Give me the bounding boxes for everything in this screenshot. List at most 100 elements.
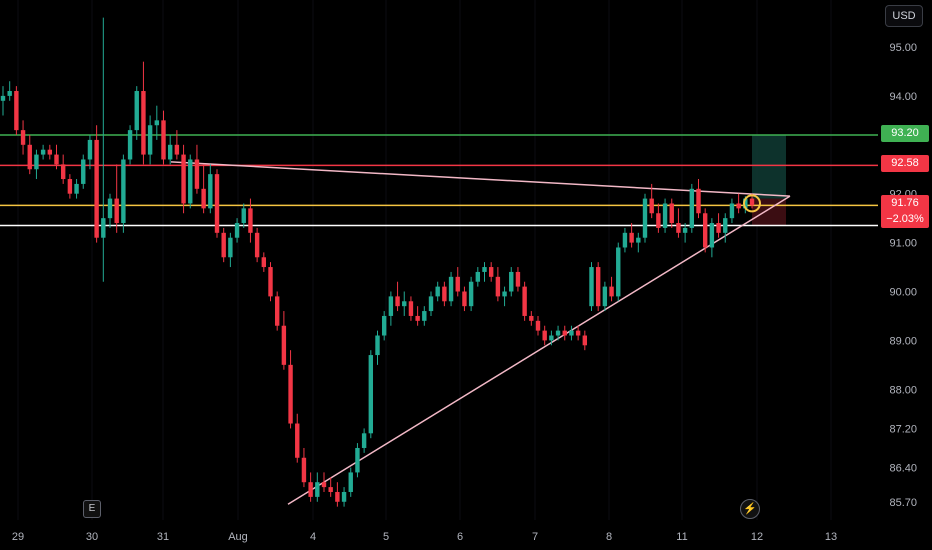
- candle-body: [723, 218, 728, 233]
- candle: [736, 193, 741, 214]
- candle: [241, 203, 246, 228]
- candle: [549, 330, 554, 346]
- candle: [228, 232, 233, 268]
- candle-body: [455, 276, 460, 292]
- candle-body: [375, 335, 380, 356]
- candle: [281, 311, 287, 370]
- candle-body: [569, 330, 574, 336]
- candle: [114, 164, 119, 233]
- candle-body: [254, 232, 260, 258]
- candle: [629, 223, 634, 248]
- candle-body: [27, 144, 32, 170]
- candle-body: [502, 291, 507, 297]
- candle-body: [181, 154, 186, 204]
- candle-body: [0, 95, 6, 101]
- candle: [422, 306, 427, 326]
- candle-body: [662, 203, 668, 228]
- candle-body: [736, 203, 741, 209]
- candle: [569, 325, 574, 341]
- price-tag-red-line: 92.58: [881, 155, 929, 172]
- lower-trendline: [287, 195, 791, 505]
- candle-body: [589, 267, 594, 307]
- currency-button[interactable]: USD: [885, 5, 923, 27]
- candle-body: [575, 330, 581, 336]
- candle-body: [167, 144, 173, 160]
- candle: [488, 262, 494, 282]
- time-axis[interactable]: 29 30 31 Aug 4 5 6 7 8 11 12 13: [12, 531, 837, 543]
- candle-body: [408, 301, 414, 316]
- candle: [328, 477, 333, 497]
- trendlines[interactable]: [170, 161, 791, 505]
- candle-body: [656, 213, 661, 228]
- candle: [20, 120, 26, 155]
- candle: [723, 213, 728, 243]
- candle: [261, 252, 267, 272]
- candle: [509, 267, 514, 297]
- candle-body: [214, 174, 220, 233]
- candle: [729, 198, 735, 224]
- candle-body: [74, 183, 79, 194]
- candle-body: [301, 457, 307, 483]
- candle: [87, 135, 93, 170]
- candle: [562, 325, 567, 341]
- candle-body: [161, 120, 166, 160]
- candle-body: [194, 159, 200, 189]
- candle: [402, 291, 407, 316]
- time-axis-label: 5: [383, 531, 389, 543]
- candle: [582, 330, 588, 351]
- candle-body: [60, 164, 66, 180]
- candle-body: [462, 291, 467, 307]
- lightning-icon[interactable]: ⚡: [740, 499, 760, 519]
- candle-body: [355, 447, 360, 473]
- price-axis-label: 87.20: [889, 423, 917, 435]
- candle: [94, 125, 99, 243]
- candle: [609, 276, 614, 302]
- candle-body: [341, 491, 347, 502]
- candle: [462, 286, 467, 312]
- candle-body: [509, 271, 514, 292]
- time-axis-label: 13: [825, 531, 837, 543]
- candle-body: [488, 267, 494, 277]
- position-stop-zone[interactable]: [752, 198, 786, 226]
- candle: [662, 198, 668, 233]
- candle-body: [435, 286, 440, 297]
- candle: [622, 227, 628, 253]
- candle: [455, 267, 460, 297]
- earnings-event-icon[interactable]: E: [83, 500, 101, 518]
- candle-body: [749, 198, 755, 206]
- candle-body: [388, 296, 394, 316]
- candle: [348, 467, 353, 497]
- candle: [522, 281, 527, 321]
- candle: [81, 154, 86, 189]
- candle-body: [381, 315, 387, 336]
- candle: [308, 472, 313, 502]
- candle: [656, 203, 661, 233]
- candle: [194, 144, 200, 194]
- candle-body: [402, 301, 407, 307]
- candle: [268, 262, 273, 302]
- candle-body: [368, 355, 374, 434]
- candle: [214, 169, 220, 238]
- candle-body: [495, 276, 501, 297]
- position-target-zone[interactable]: [752, 135, 786, 199]
- candle-body: [335, 491, 340, 502]
- candle: [408, 296, 414, 321]
- time-axis-label: Aug: [228, 531, 248, 543]
- candle: [388, 291, 394, 326]
- candle-body: [121, 159, 126, 224]
- time-axis-label: 6: [457, 531, 463, 543]
- candle: [315, 472, 320, 502]
- candle-body: [127, 130, 133, 160]
- price-axis[interactable]: 95.0094.0092.0091.0090.0089.0088.0087.20…: [889, 42, 917, 509]
- grid: [17, 0, 832, 520]
- candle-body: [7, 91, 12, 96]
- highlight-circle[interactable]: [743, 194, 761, 213]
- candle-body: [636, 237, 641, 243]
- upper-trendline: [170, 161, 791, 197]
- candle: [47, 144, 53, 160]
- candle: [147, 115, 153, 165]
- candle: [154, 105, 160, 140]
- price-axis-label: 90.00: [889, 287, 917, 299]
- candle: [14, 86, 19, 136]
